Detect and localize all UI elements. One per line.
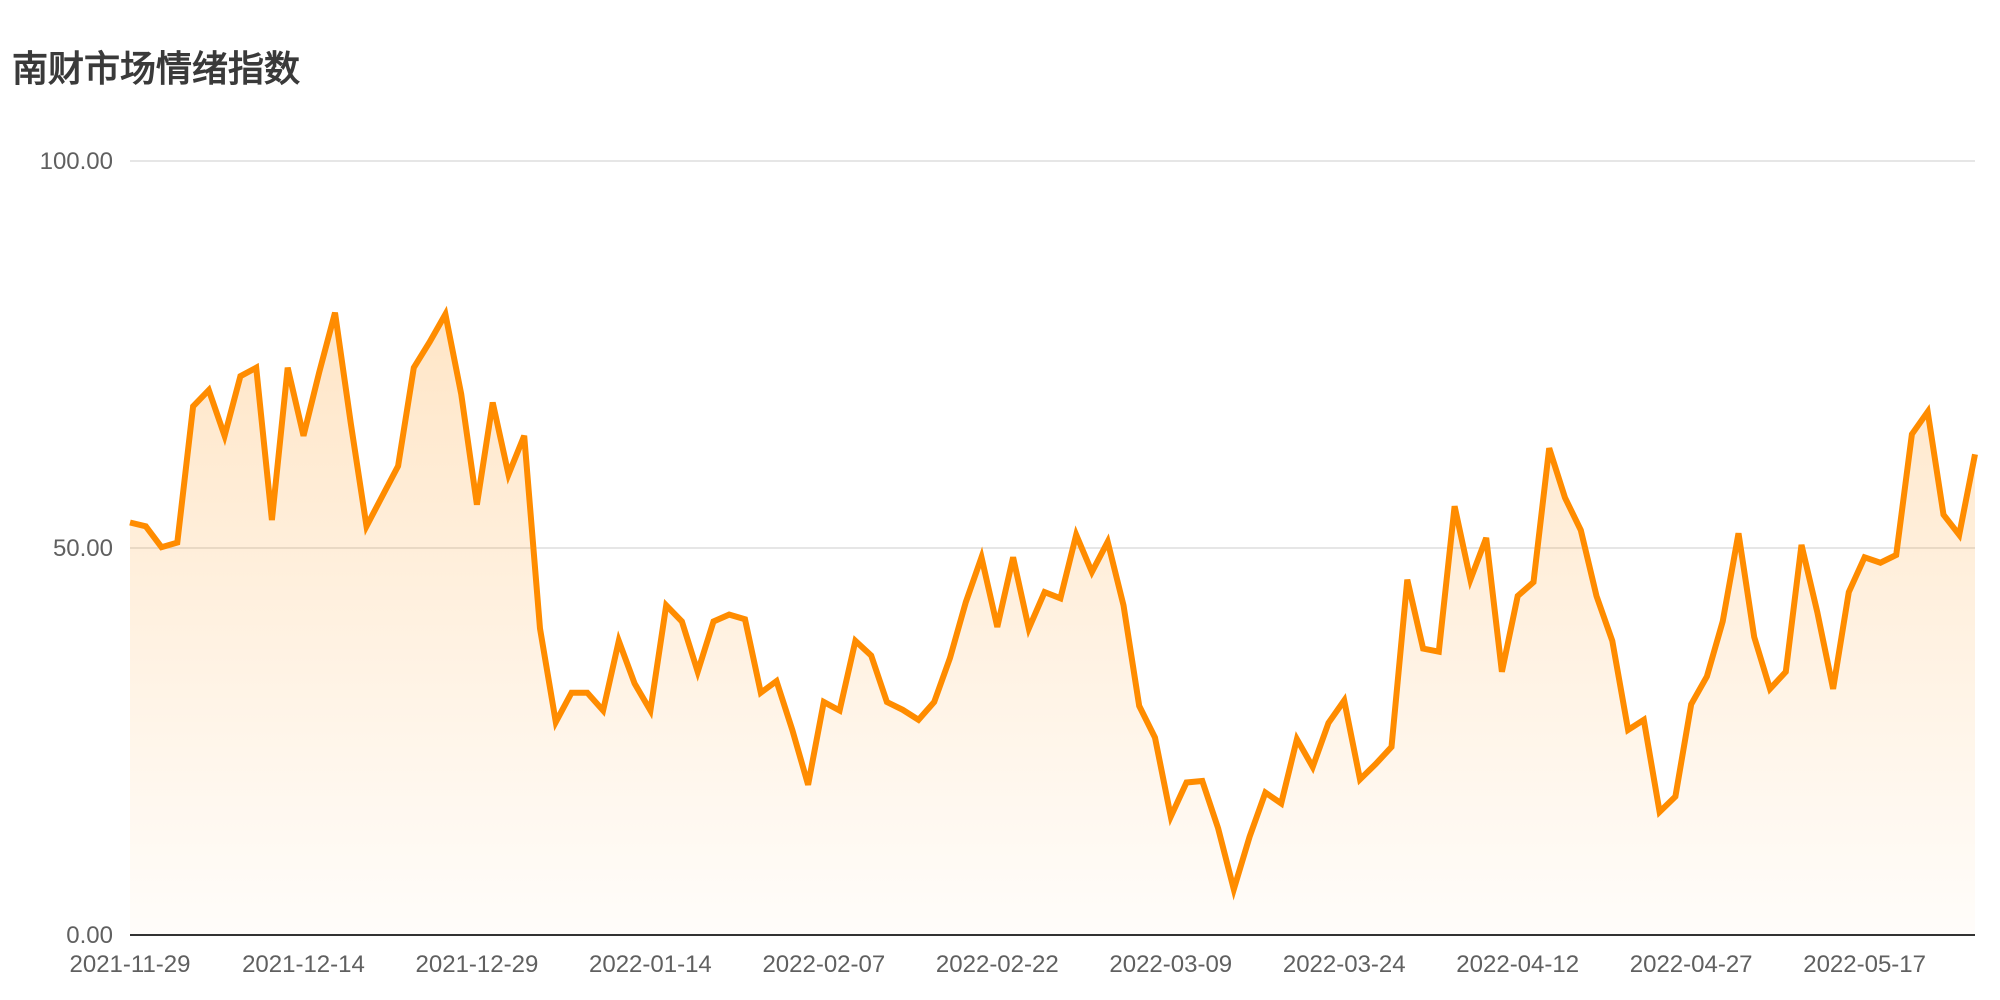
x-tick-label: 2022-02-07 (762, 951, 885, 978)
x-tick-label: 2022-01-14 (589, 951, 712, 978)
y-axis-labels: 0.00 50.00 100.00 (40, 148, 113, 949)
x-tick-label: 2022-03-24 (1283, 951, 1406, 978)
series-line (129, 305, 1978, 901)
x-tick-label: 2021-12-29 (416, 951, 539, 978)
y-tick-label: 100.00 (40, 148, 113, 175)
data-line (129, 305, 1978, 901)
x-tick-label: 2022-03-09 (1109, 951, 1232, 978)
area-fill (130, 312, 1975, 935)
x-tick-label: 2022-04-27 (1630, 951, 1753, 978)
x-tick-label: 2022-04-12 (1456, 951, 1579, 978)
x-tick-label: 2021-11-29 (70, 951, 191, 978)
x-tick-label: 2022-02-22 (936, 951, 1059, 978)
y-tick-label: 50.00 (53, 535, 113, 562)
chart-title: 南财市场情绪指数 (12, 49, 301, 90)
x-axis-labels: 2021-11-29 2021-12-14 2021-12-29 2022-01-14… (70, 951, 1926, 978)
area-path (130, 312, 1975, 935)
y-tick-label: 0.00 (66, 922, 113, 949)
x-tick-label: 2021-12-14 (242, 951, 365, 978)
x-tick-label: 2022-05-17 (1803, 951, 1926, 978)
